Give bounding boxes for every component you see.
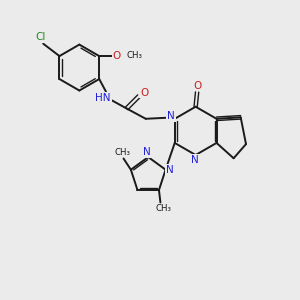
Text: O: O bbox=[140, 88, 148, 98]
Text: CH₃: CH₃ bbox=[114, 148, 130, 157]
Text: O: O bbox=[194, 80, 202, 91]
Text: Cl: Cl bbox=[36, 32, 46, 42]
Text: CH₃: CH₃ bbox=[127, 51, 143, 60]
Text: N: N bbox=[143, 147, 151, 157]
Text: HN: HN bbox=[95, 93, 111, 103]
Text: N: N bbox=[166, 165, 174, 175]
Text: CH₃: CH₃ bbox=[156, 204, 172, 213]
Text: O: O bbox=[112, 51, 121, 61]
Text: N: N bbox=[167, 111, 175, 121]
Text: N: N bbox=[191, 155, 199, 165]
